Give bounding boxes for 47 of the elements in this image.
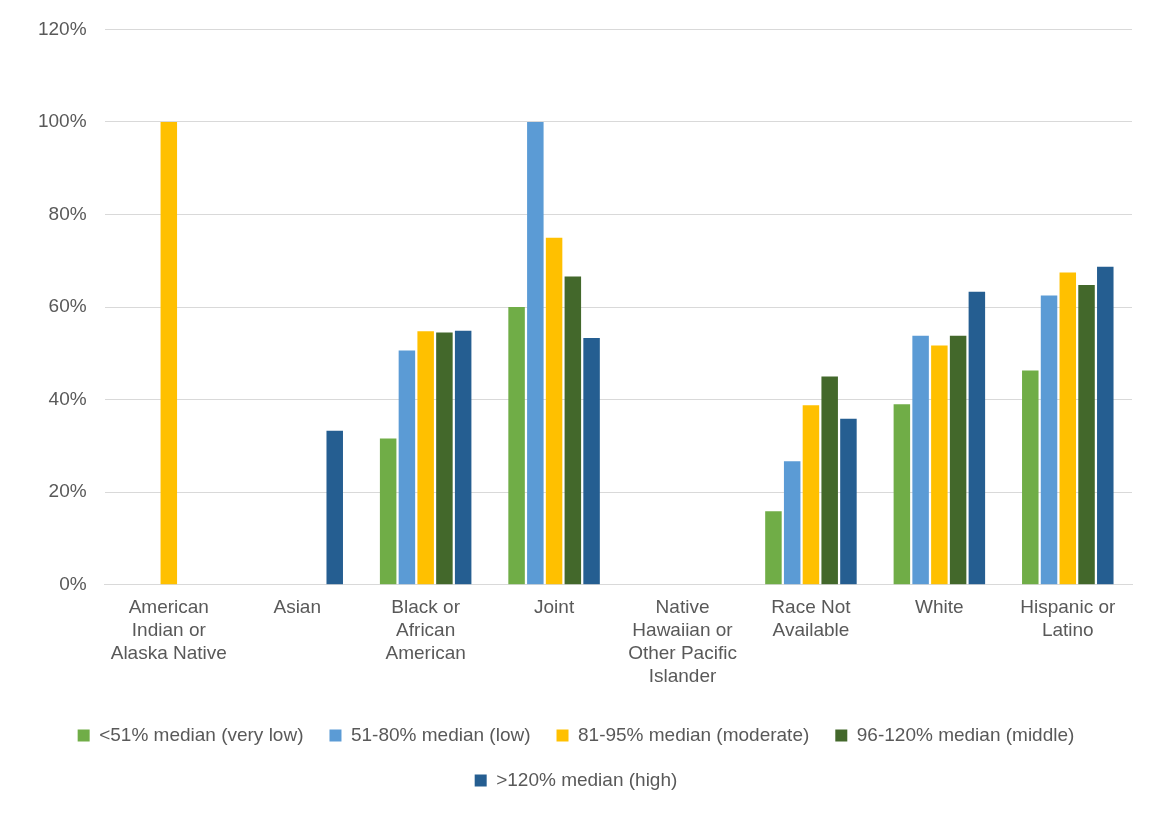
legend-label: <51% median (very low): [99, 723, 304, 745]
bar: [1040, 295, 1058, 585]
y-tick-label: 100%: [37, 110, 87, 132]
x-tick-label: White: [915, 596, 964, 618]
bar: [1097, 266, 1114, 585]
bar: [436, 332, 453, 585]
bar: [583, 338, 600, 585]
bar: [417, 331, 434, 585]
bar: [527, 121, 544, 585]
bar: [840, 418, 857, 585]
y-tick-label: 80%: [48, 202, 87, 224]
y-tick-label: 40%: [48, 387, 87, 409]
legend-label: >120% median (high): [496, 768, 678, 790]
bar: [968, 291, 986, 585]
y-tick-label: 20%: [48, 480, 87, 502]
bar: [1059, 272, 1077, 585]
x-tick-label: Asian: [273, 596, 321, 618]
y-tick-label: 120%: [37, 17, 87, 39]
x-tick-label: Joint: [534, 596, 575, 618]
y-tick-label: 60%: [48, 295, 87, 317]
x-tick-label: Native Hawaiian or Other Pacific Islander: [628, 596, 737, 686]
bar: [783, 461, 801, 585]
bar: [398, 350, 416, 585]
bar: [821, 376, 838, 585]
bar: [160, 121, 178, 585]
bar: [564, 276, 582, 585]
legend-label: 51-80% median (low): [350, 723, 531, 745]
bar: [912, 335, 929, 585]
bar: [379, 438, 397, 585]
bar: [931, 345, 948, 585]
legend-label: 81-95% median (moderate): [578, 723, 810, 745]
bar: [454, 330, 472, 585]
bar: [949, 335, 967, 585]
bar: [765, 511, 782, 585]
legend-label: 96-120% median (middle): [856, 723, 1075, 745]
bar: [1022, 370, 1039, 585]
bar: [893, 404, 911, 585]
bar: [1078, 284, 1095, 585]
x-tick-label: Hispanic or Latino: [1020, 596, 1116, 641]
bar: [508, 307, 525, 585]
x-tick-label: American Indian or Alaska Native: [110, 596, 227, 664]
y-tick-label: 0%: [59, 573, 87, 595]
bar: [545, 237, 563, 585]
x-tick-label: Race Not Available: [771, 596, 852, 641]
x-tick-label: Black or African American: [385, 596, 466, 664]
bar: [326, 430, 343, 585]
bar: [802, 405, 820, 585]
